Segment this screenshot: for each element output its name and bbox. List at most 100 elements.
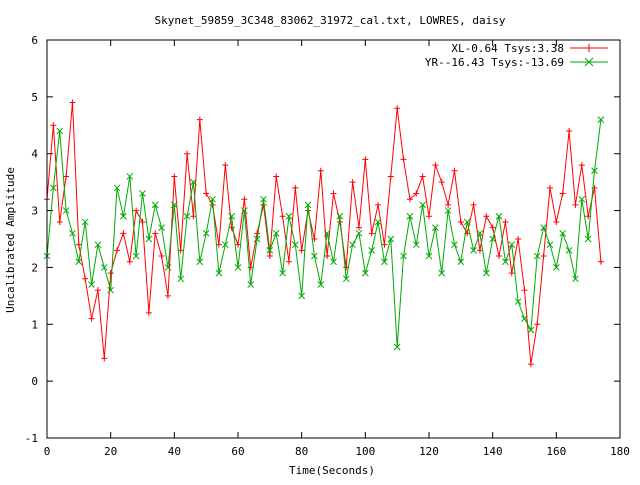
data-point-1 xyxy=(559,229,567,237)
data-point-0 xyxy=(298,247,305,254)
data-point-1 xyxy=(221,241,229,249)
data-point-1 xyxy=(355,229,363,237)
data-point-1 xyxy=(126,173,134,180)
x-tick-label: 20 xyxy=(104,445,117,458)
data-point-1 xyxy=(412,241,420,249)
data-point-1 xyxy=(107,286,115,294)
data-point-0 xyxy=(164,292,171,299)
data-point-1 xyxy=(311,252,318,260)
data-point-0 xyxy=(273,173,280,180)
data-point-1 xyxy=(234,264,242,271)
data-point-1 xyxy=(196,258,204,266)
data-point-1 xyxy=(120,212,127,220)
data-point-0 xyxy=(196,116,203,123)
data-point-1 xyxy=(406,212,414,220)
y-axis-label: Uncalibrated Amplitude xyxy=(4,167,17,313)
data-point-1 xyxy=(521,315,528,322)
data-point-0 xyxy=(515,236,522,242)
data-point-0 xyxy=(222,162,229,169)
data-point-0 xyxy=(63,173,70,180)
legend-label-xl: XL-0.64 Tsys:3.38 xyxy=(451,42,564,55)
y-tick-label: 1 xyxy=(31,318,38,331)
data-point-0 xyxy=(349,179,356,186)
data-point-1 xyxy=(508,241,516,249)
data-point-0 xyxy=(184,150,191,157)
data-point-1 xyxy=(75,258,83,266)
data-point-1 xyxy=(228,212,235,220)
series-layer xyxy=(43,99,605,368)
data-point-0 xyxy=(241,196,248,203)
data-point-1 xyxy=(285,212,293,220)
data-point-1 xyxy=(457,258,465,266)
data-point-1 xyxy=(139,190,146,197)
data-point-0 xyxy=(114,247,121,254)
data-point-0 xyxy=(235,241,241,248)
data-point-0 xyxy=(457,218,464,225)
data-point-1 xyxy=(470,247,477,254)
data-point-0 xyxy=(171,173,178,180)
data-point-1 xyxy=(400,252,407,260)
data-point-1 xyxy=(113,184,121,192)
data-point-0 xyxy=(228,224,235,231)
data-point-1 xyxy=(349,241,356,249)
x-tick-label: 180 xyxy=(610,445,630,458)
data-point-1 xyxy=(56,127,64,135)
data-point-1 xyxy=(361,269,369,277)
data-point-1 xyxy=(170,201,178,209)
data-point-0 xyxy=(489,224,496,231)
ticks-layer: 0 20 40 60 80 100 120 140 160 180 -1 0 1 2 3 4 5 6 xyxy=(25,34,630,458)
data-point-0 xyxy=(126,258,133,265)
data-point-1 xyxy=(317,281,325,288)
data-point-1 xyxy=(514,298,522,305)
data-point-1 xyxy=(298,292,306,300)
data-point-0 xyxy=(572,201,579,208)
data-point-0 xyxy=(94,287,101,294)
data-point-0 xyxy=(107,270,114,277)
data-point-0 xyxy=(145,309,152,316)
data-point-1 xyxy=(50,184,57,192)
data-point-1 xyxy=(546,241,554,249)
data-point-1 xyxy=(304,201,312,209)
data-point-1 xyxy=(247,281,255,288)
data-point-0 xyxy=(546,184,553,191)
data-point-1 xyxy=(323,229,331,237)
data-point-1 xyxy=(597,116,605,123)
data-point-1 xyxy=(266,247,274,254)
data-point-1 xyxy=(374,218,382,226)
x-tick-label: 140 xyxy=(483,445,503,458)
data-point-0 xyxy=(540,253,547,260)
x-axis-label: Time(Seconds) xyxy=(289,464,375,477)
x-tick-label: 0 xyxy=(44,445,51,458)
data-point-1 xyxy=(565,247,573,254)
data-point-1 xyxy=(476,229,484,237)
data-point-1 xyxy=(438,269,446,277)
y-tick-label: 3 xyxy=(31,205,38,218)
y-tick-label: 6 xyxy=(31,34,38,47)
data-point-0 xyxy=(152,230,159,237)
data-point-1 xyxy=(463,218,471,226)
x-tick-label: 100 xyxy=(355,445,375,458)
data-point-1 xyxy=(451,241,458,249)
data-point-0 xyxy=(394,105,401,112)
data-point-1 xyxy=(527,326,535,334)
data-point-0 xyxy=(120,230,127,237)
data-point-1 xyxy=(533,252,541,260)
data-point-1 xyxy=(62,207,70,214)
data-point-0 xyxy=(368,230,375,237)
data-point-0 xyxy=(451,167,458,174)
data-point-1 xyxy=(100,264,108,271)
y-tick-label: -1 xyxy=(25,432,38,445)
data-point-0 xyxy=(292,184,299,191)
data-point-1 xyxy=(151,201,159,209)
data-point-1 xyxy=(578,195,586,203)
data-point-1 xyxy=(572,275,579,283)
data-point-1 xyxy=(342,275,350,283)
data-point-1 xyxy=(253,235,261,243)
data-point-0 xyxy=(419,173,426,180)
data-point-1 xyxy=(241,207,248,214)
data-point-0 xyxy=(476,247,483,254)
data-point-0 xyxy=(50,122,57,129)
